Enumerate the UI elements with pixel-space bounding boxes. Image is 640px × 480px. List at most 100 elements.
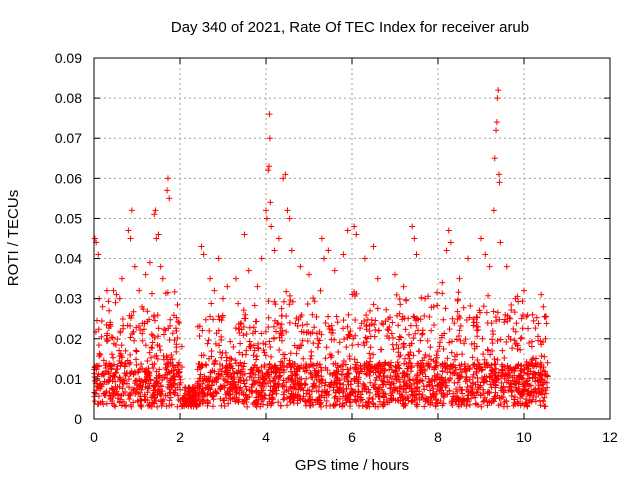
data-point bbox=[352, 364, 359, 371]
data-point bbox=[302, 398, 309, 405]
data-point bbox=[494, 309, 501, 316]
data-point bbox=[91, 235, 98, 242]
data-point bbox=[229, 388, 236, 395]
data-point bbox=[207, 275, 214, 282]
data-point bbox=[234, 397, 241, 404]
data-point bbox=[372, 317, 379, 324]
data-point bbox=[462, 378, 469, 385]
data-point bbox=[272, 373, 279, 380]
data-point bbox=[251, 342, 258, 349]
data-point bbox=[535, 320, 542, 327]
data-point bbox=[187, 393, 194, 400]
data-point bbox=[498, 394, 505, 401]
data-point bbox=[492, 395, 499, 402]
data-point bbox=[480, 386, 487, 393]
data-point bbox=[313, 313, 320, 320]
data-point bbox=[446, 339, 453, 346]
data-point bbox=[235, 399, 242, 406]
data-point bbox=[142, 271, 149, 278]
data-point bbox=[127, 334, 134, 341]
data-point bbox=[503, 339, 510, 346]
data-point bbox=[281, 388, 288, 395]
data-point bbox=[505, 377, 512, 384]
data-point bbox=[215, 313, 222, 320]
data-point bbox=[241, 315, 248, 322]
data-point bbox=[200, 251, 207, 258]
data-point bbox=[176, 319, 183, 326]
data-point bbox=[127, 359, 134, 366]
data-point bbox=[297, 263, 304, 270]
data-point bbox=[507, 364, 514, 371]
data-point bbox=[442, 376, 449, 383]
data-point bbox=[459, 386, 466, 393]
data-point bbox=[419, 377, 426, 384]
data-point bbox=[237, 321, 244, 328]
data-point bbox=[416, 378, 423, 385]
data-point bbox=[489, 347, 496, 354]
data-point bbox=[509, 345, 516, 352]
data-point bbox=[368, 316, 375, 323]
data-point bbox=[400, 403, 407, 410]
data-point bbox=[178, 363, 185, 370]
data-point bbox=[258, 255, 265, 262]
data-point bbox=[295, 381, 302, 388]
data-point bbox=[278, 402, 284, 409]
data-point bbox=[145, 385, 152, 392]
data-point bbox=[237, 384, 244, 391]
data-point bbox=[302, 381, 309, 388]
data-point bbox=[394, 359, 401, 366]
data-point bbox=[281, 355, 288, 362]
data-point bbox=[473, 389, 480, 396]
data-point bbox=[122, 347, 129, 354]
data-point bbox=[397, 334, 404, 341]
data-point bbox=[388, 330, 395, 337]
data-point bbox=[481, 356, 488, 363]
data-point bbox=[328, 336, 335, 343]
data-point bbox=[335, 348, 342, 355]
data-point bbox=[91, 398, 98, 405]
data-point bbox=[538, 341, 545, 348]
data-point bbox=[499, 347, 506, 354]
data-point bbox=[246, 338, 253, 345]
data-point bbox=[449, 338, 456, 345]
data-point bbox=[396, 296, 403, 303]
data-point bbox=[317, 287, 324, 294]
data-point bbox=[305, 397, 312, 404]
data-point bbox=[538, 291, 545, 298]
data-point bbox=[493, 377, 500, 384]
data-point bbox=[485, 347, 492, 354]
data-point bbox=[250, 377, 257, 384]
data-point bbox=[453, 336, 460, 343]
data-point bbox=[217, 349, 224, 356]
data-point bbox=[325, 323, 332, 330]
data-point bbox=[540, 367, 547, 374]
data-point bbox=[118, 342, 125, 349]
data-point bbox=[363, 360, 370, 367]
data-point bbox=[343, 373, 350, 380]
data-point bbox=[323, 344, 330, 351]
data-point bbox=[518, 334, 525, 341]
data-point bbox=[367, 307, 374, 314]
data-point bbox=[98, 333, 105, 340]
data-point bbox=[400, 369, 407, 376]
data-point bbox=[340, 251, 347, 258]
data-point bbox=[499, 369, 506, 376]
data-point bbox=[370, 400, 377, 407]
data-point bbox=[130, 371, 137, 378]
data-point bbox=[445, 377, 452, 384]
data-point bbox=[349, 291, 356, 298]
data-point bbox=[205, 375, 212, 382]
data-point bbox=[491, 155, 498, 162]
data-point bbox=[196, 375, 203, 382]
data-point bbox=[434, 381, 441, 388]
data-point bbox=[153, 235, 160, 242]
data-point bbox=[375, 384, 382, 391]
data-point bbox=[184, 388, 191, 395]
data-point bbox=[97, 381, 104, 388]
data-point bbox=[353, 290, 360, 297]
data-point bbox=[322, 355, 329, 362]
data-point bbox=[151, 380, 158, 387]
data-point bbox=[231, 378, 238, 385]
data-point bbox=[260, 347, 267, 354]
data-point bbox=[366, 327, 373, 334]
